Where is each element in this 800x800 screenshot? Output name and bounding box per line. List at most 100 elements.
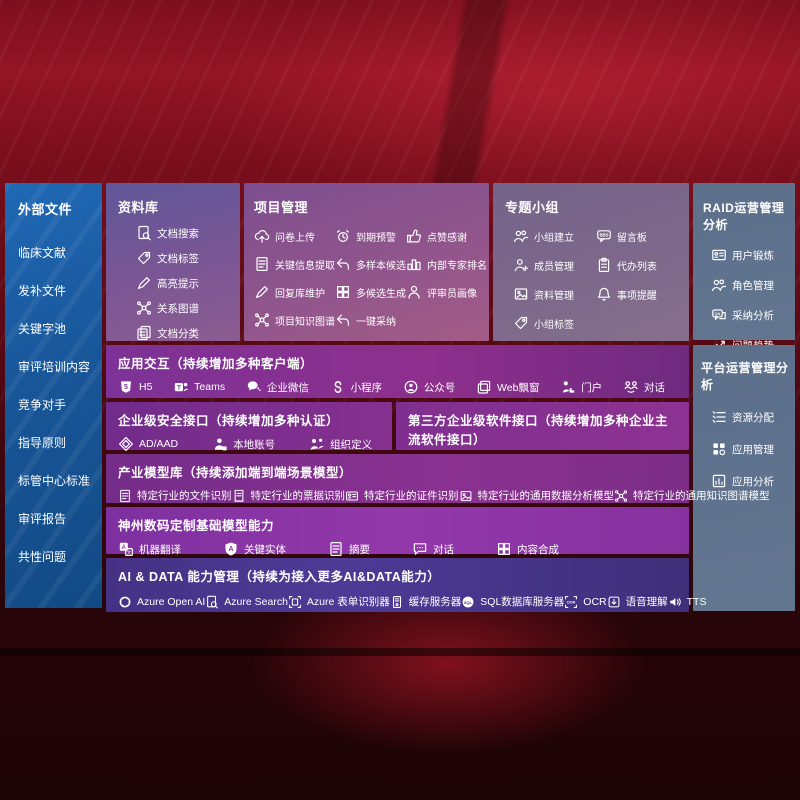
feature-item[interactable]: 项目知识图谱	[254, 312, 335, 328]
feature-item[interactable]: 本地账号	[212, 436, 275, 452]
feature-item[interactable]: 组织定义	[309, 436, 372, 452]
photo-icon	[459, 489, 473, 503]
people-icon	[711, 277, 727, 293]
feature-item[interactable]: 事项提醒	[596, 286, 683, 302]
svg-text:SQL: SQL	[464, 599, 473, 604]
feature-item[interactable]: 对话	[412, 541, 454, 557]
feature-item[interactable]: 关键信息提取	[254, 256, 335, 272]
feature-label: Teams	[194, 381, 226, 393]
feature-item[interactable]: T Teams	[173, 379, 225, 395]
sidebar-item[interactable]: 标管中心标准	[18, 474, 91, 488]
id-card-icon	[345, 489, 359, 503]
feature-item[interactable]: SQL SQL数据库服务器	[461, 594, 564, 609]
sidebar-item[interactable]: 竞争对手	[18, 398, 67, 412]
sidebar-item[interactable]: 审评报告	[18, 512, 67, 526]
feature-item[interactable]: 5 H5	[118, 379, 152, 395]
feature-item[interactable]: 内容合成	[496, 541, 559, 557]
feature-label: 小组建立	[534, 232, 574, 244]
reply-arrow-icon	[335, 256, 351, 272]
feature-item[interactable]: Azure Search	[205, 595, 288, 609]
clipboard-icon	[596, 257, 612, 273]
feature-item[interactable]: OCR OCR	[564, 595, 607, 609]
feature-item[interactable]: 内部专家排名	[406, 256, 487, 272]
sidebar-item[interactable]: 关键字池	[18, 322, 67, 336]
sidebar-item[interactable]: 指导原则	[18, 436, 67, 450]
feature-item[interactable]: TTS	[668, 595, 706, 609]
wechat-work-icon	[246, 379, 262, 395]
feature-item[interactable]: 门户	[560, 379, 602, 395]
people-icon	[513, 228, 529, 244]
feature-label: 文档标签	[157, 252, 199, 265]
feature-item[interactable]: Azure Open AI	[118, 595, 205, 609]
feature-label: AD/AAD	[139, 438, 179, 450]
feature-label: SQL数据库服务器	[480, 596, 565, 608]
h5-icon: 5	[118, 379, 134, 395]
feature-label: 文档分类	[157, 327, 199, 340]
doc-search-icon	[205, 595, 219, 609]
feature-item[interactable]: 资源分配	[711, 409, 791, 425]
feature-item[interactable]: 一键采纳	[335, 312, 406, 328]
feature-item[interactable]: QA 采纳分析	[711, 307, 791, 323]
feature-item[interactable]: 应用分析	[711, 473, 791, 489]
sidebar-item[interactable]: 共性问题	[18, 550, 67, 564]
sidebar-item[interactable]: 发补文件	[18, 284, 67, 298]
feature-item[interactable]: 评审员画像	[406, 284, 487, 300]
feature-item[interactable]: 回复库维护	[254, 284, 335, 300]
feature-item[interactable]: 文档搜索	[136, 225, 234, 241]
feature-item[interactable]: AD/AAD	[118, 436, 178, 452]
feature-item[interactable]: 资料管理	[513, 286, 596, 302]
feature-item[interactable]: 特定行业的票据识别	[232, 488, 346, 503]
feature-item[interactable]: 语音理解	[607, 594, 668, 609]
feature-item[interactable]: 问卷上传	[254, 228, 335, 244]
entity-icon: A	[223, 541, 239, 557]
feature-item[interactable]: 特定行业的通用知识图谱模型	[614, 488, 770, 503]
sql-db-icon: SQL	[461, 595, 475, 609]
raid-list: 用户锻炼角色管理QA采纳分析问题趋势	[703, 247, 791, 353]
feature-item[interactable]: 用户锻炼	[711, 247, 791, 263]
base-models-title: 神州数码定制基础模型能力	[118, 519, 275, 533]
feature-item[interactable]: 应用管理	[711, 441, 791, 457]
feature-item[interactable]: 点赞感谢	[406, 228, 487, 244]
feature-item[interactable]: 对话	[623, 379, 665, 395]
feature-label: 用户锻炼	[732, 249, 774, 262]
feature-item[interactable]: 摘要	[328, 541, 370, 557]
feature-item[interactable]: 代办列表	[596, 257, 683, 273]
feature-item[interactable]: 特定行业的文件识别	[118, 488, 232, 503]
topic-groups-title: 专题小组	[505, 200, 560, 215]
tag-icon	[513, 315, 529, 331]
feature-item[interactable]: BBS 留言板	[596, 228, 683, 244]
feature-label: 特定行业的票据识别	[250, 490, 346, 502]
mini-program-icon	[330, 379, 346, 395]
security-interface-title: 企业级安全接口（持续增加多种认证）	[118, 414, 340, 428]
feature-item[interactable]: 企业微信	[246, 379, 309, 395]
feature-item[interactable]: 到期预警	[335, 228, 406, 244]
feature-item[interactable]: 缓存服务器	[390, 594, 462, 609]
feature-label: 应用管理	[732, 443, 774, 456]
feature-item[interactable]: A 关键实体	[223, 541, 286, 557]
feature-item[interactable]: Web飘窗	[476, 379, 539, 395]
feature-item[interactable]: A 文机器翻译	[118, 541, 181, 557]
feature-item[interactable]: 多样本候选	[335, 256, 406, 272]
feature-item[interactable]: Azure 表单识别器	[288, 594, 390, 609]
feature-item[interactable]: 特定行业的证件识别	[345, 488, 459, 503]
feature-item[interactable]: 特定行业的通用数据分析模型	[459, 488, 614, 503]
feature-item[interactable]: 小组标签	[513, 315, 596, 331]
feature-item[interactable]: 公众号	[403, 379, 455, 395]
feature-item[interactable]: 小组建立	[513, 228, 596, 244]
sidebar-item[interactable]: 临床文献	[18, 246, 67, 260]
feature-item[interactable]: 小程序	[330, 379, 382, 395]
feature-label: 关键信息提取	[275, 260, 335, 272]
feature-label: 缓存服务器	[408, 596, 462, 608]
feature-item[interactable]: 成员管理	[513, 257, 596, 273]
feature-item[interactable]: 角色管理	[711, 277, 791, 293]
feature-item[interactable]: 文档标签	[136, 250, 234, 266]
feature-item[interactable]: 关系图谱	[136, 300, 234, 316]
feature-label: 摘要	[349, 543, 370, 556]
feature-item[interactable]: 高亮提示	[136, 275, 234, 291]
library-panel: 资料库 文档搜索 文档标签 高亮提示 关系图谱 文档分类	[106, 183, 240, 341]
feature-item[interactable]: 文档分类	[136, 325, 234, 341]
sidebar-item[interactable]: 审评培训内容	[18, 360, 91, 374]
feature-item[interactable]: 多候选生成	[335, 284, 406, 300]
svg-text:T: T	[177, 385, 181, 392]
